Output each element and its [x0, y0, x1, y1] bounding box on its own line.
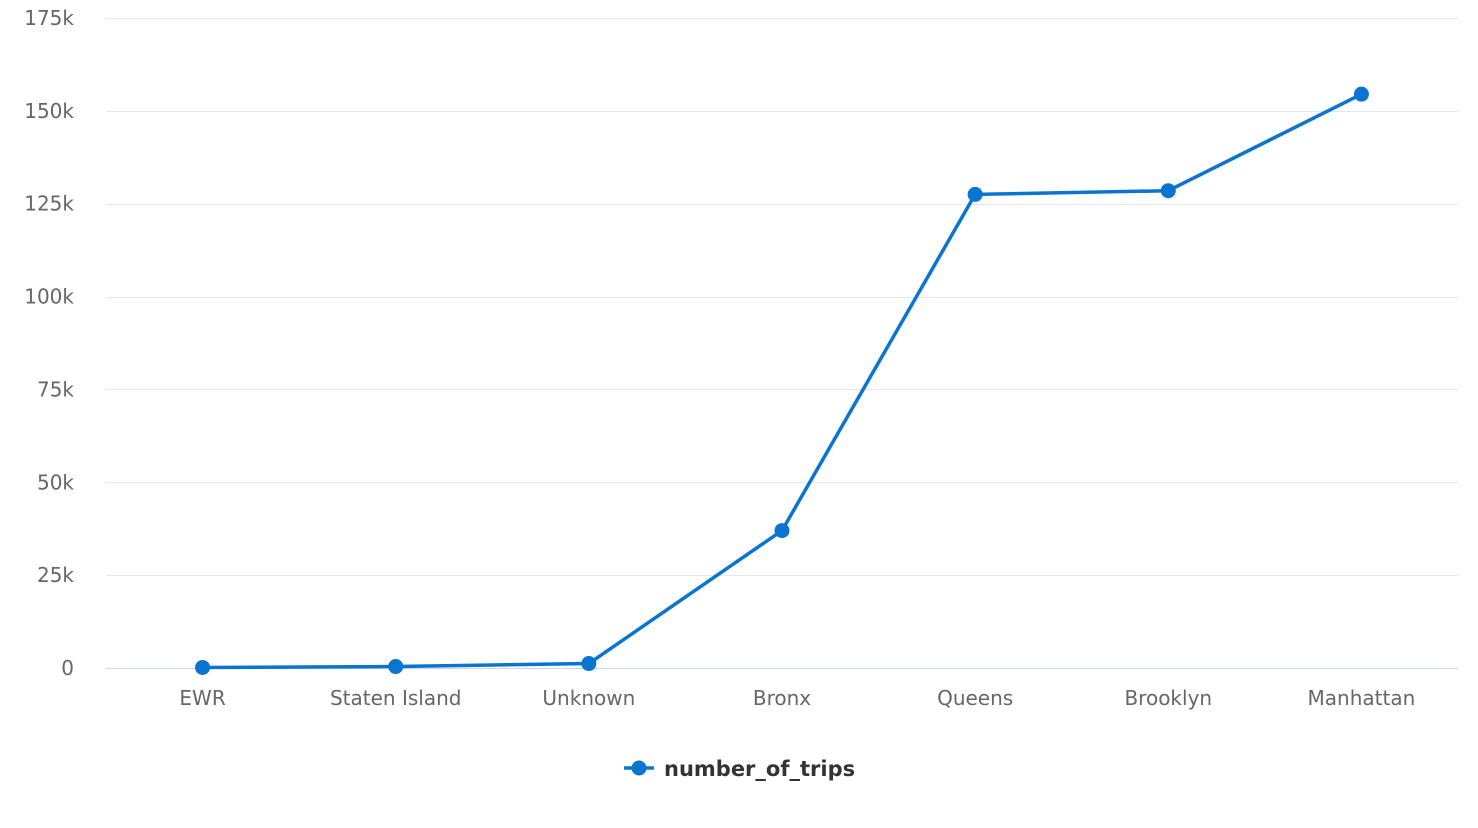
legend-item[interactable]: number_of_trips: [624, 757, 855, 781]
grid-lines: [106, 18, 1458, 576]
legend-label: number_of_trips: [664, 757, 855, 781]
x-tick-label: Staten Island: [330, 686, 461, 710]
data-point[interactable]: [1160, 183, 1176, 199]
x-tick-label: EWR: [179, 686, 225, 710]
data-point[interactable]: [581, 656, 597, 672]
series-number-of-trips: [195, 86, 1369, 675]
x-axis: EWR Staten Island Unknown Bronx Queens Brookl…: [106, 668, 1458, 710]
data-point[interactable]: [388, 659, 404, 675]
y-tick-label: 125k: [24, 192, 74, 216]
legend-marker-symbol: [631, 760, 647, 776]
series-line[interactable]: [200, 92, 1364, 670]
y-tick-label: 0: [61, 656, 74, 680]
y-axis: 0 25k 50k 75k 100k 125k 150k 175k: [24, 6, 74, 680]
x-tick-label: Bronx: [753, 686, 811, 710]
y-tick-label: 100k: [24, 285, 74, 309]
data-point[interactable]: [774, 523, 790, 539]
x-tick-label: Manhattan: [1308, 686, 1416, 710]
x-tick-label: Unknown: [542, 686, 635, 710]
data-point[interactable]: [195, 659, 211, 675]
y-tick-label: 150k: [24, 99, 74, 123]
x-tick-label: Queens: [937, 686, 1013, 710]
x-tick-label: Brooklyn: [1124, 686, 1212, 710]
legend[interactable]: number_of_trips: [624, 757, 855, 781]
y-tick-label: 175k: [24, 6, 74, 30]
y-tick-label: 50k: [37, 470, 74, 494]
y-tick-label: 25k: [37, 563, 74, 587]
data-point[interactable]: [967, 186, 983, 202]
data-point[interactable]: [1353, 86, 1369, 102]
y-tick-label: 75k: [37, 377, 74, 401]
